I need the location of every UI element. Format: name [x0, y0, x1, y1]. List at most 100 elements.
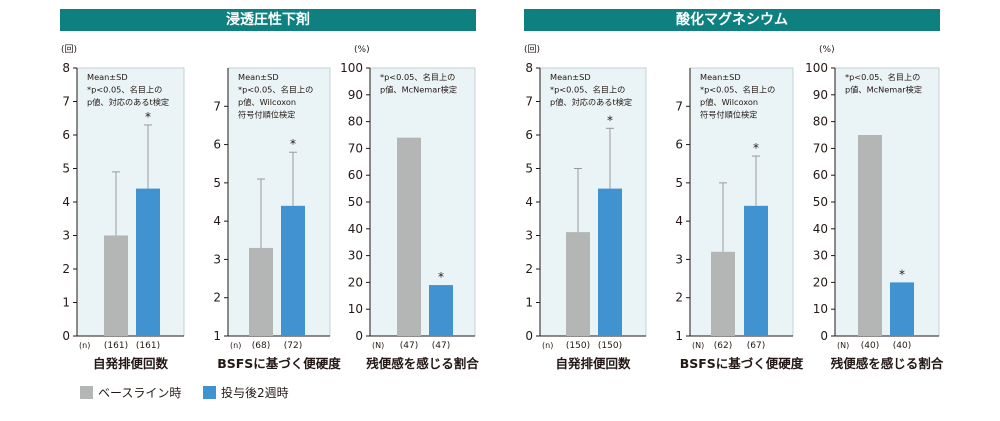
- y-tick-label: 4: [62, 195, 70, 209]
- y-tick-label: 3: [213, 252, 221, 266]
- chart-note: p値、Wilcoxon: [238, 97, 296, 107]
- y-tick-label: 5: [525, 162, 533, 176]
- bar: [890, 282, 914, 336]
- y-tick-label: 40: [348, 222, 363, 236]
- plot-area: [227, 67, 331, 337]
- n-prefix: (N): [837, 341, 849, 350]
- y-tick-label: 80: [348, 115, 363, 129]
- chart-note: *p<0.05、名目上の: [238, 85, 313, 95]
- chart-note: Mean±SD: [238, 72, 279, 82]
- y-tick-label: 5: [213, 176, 221, 190]
- bar: [104, 235, 128, 336]
- bar: [429, 285, 453, 336]
- bar: [711, 251, 735, 336]
- y-axis-unit: (回): [524, 44, 540, 55]
- chart-note: p値、McNemar検定: [845, 85, 922, 95]
- legend-week2: 投与後2週時: [203, 384, 289, 401]
- bar: [397, 137, 421, 336]
- y-tick-label: 6: [62, 128, 70, 142]
- y-tick-label: 90: [348, 88, 363, 102]
- y-tick-label: 1: [213, 329, 221, 343]
- y-tick-label: 1: [525, 296, 533, 310]
- legend-label-baseline: ベースライン時: [98, 386, 182, 400]
- y-tick-label: 7: [675, 99, 683, 113]
- y-tick-label: 0: [525, 329, 533, 343]
- bar: [136, 188, 160, 336]
- n-prefix: (n): [230, 341, 241, 350]
- y-tick-label: 0: [62, 329, 70, 343]
- chart-note: *p<0.05、名目上の: [380, 72, 455, 82]
- chart-note: Mean±SD: [87, 72, 128, 82]
- chart-note: p値、対応のあるt検定: [87, 97, 169, 107]
- x-axis-label: 残便感を感じる割合: [366, 356, 479, 371]
- group-header-osmotic-laxatives: 浸透圧性下剤: [60, 9, 476, 31]
- n-prefix: (n): [79, 341, 90, 350]
- y-tick-label: 2: [62, 262, 70, 276]
- y-tick-label: 20: [813, 275, 828, 289]
- y-tick-label: 50: [348, 195, 363, 209]
- chart-note: p値、McNemar検定: [380, 85, 457, 95]
- y-tick-label: 4: [525, 195, 533, 209]
- x-axis-label: BSFSに基づく便硬度: [217, 356, 341, 371]
- x-axis-label: BSFSに基づく便硬度: [680, 356, 804, 371]
- bar: [598, 188, 622, 336]
- plot-area: [539, 67, 647, 337]
- chart-note: p値、Wilcoxon: [700, 97, 758, 107]
- significance-marker: *: [145, 110, 151, 124]
- y-axis-unit: (回): [61, 44, 77, 55]
- chart-note: *p<0.05、名目上の: [845, 72, 920, 82]
- chart-note: Mean±SD: [550, 72, 591, 82]
- significance-marker: *: [607, 113, 613, 127]
- y-tick-label: 6: [675, 138, 683, 152]
- significance-marker: *: [899, 267, 905, 281]
- y-tick-label: 4: [675, 214, 683, 228]
- bar: [281, 205, 305, 336]
- n-prefix: (n): [542, 341, 553, 350]
- y-tick-label: 30: [348, 249, 363, 263]
- plot-area: [834, 67, 940, 337]
- group-header-magnesium-oxide: 酸化マグネシウム: [524, 9, 940, 31]
- plot-area: [369, 67, 476, 337]
- y-tick-label: 10: [813, 302, 828, 316]
- y-tick-label: 0: [820, 329, 828, 343]
- y-tick-label: 60: [348, 168, 363, 182]
- n-label: (68): [252, 341, 270, 351]
- y-tick-label: 2: [213, 291, 221, 305]
- y-tick-label: 30: [813, 249, 828, 263]
- n-label: (161): [104, 341, 128, 351]
- n-label: (40): [861, 341, 879, 351]
- y-tick-label: 7: [213, 99, 221, 113]
- chart-note: 符号付順位検定: [700, 110, 757, 120]
- bar: [566, 232, 590, 336]
- n-prefix: (N): [692, 341, 704, 350]
- chart-note: *p<0.05、名目上の: [550, 85, 625, 95]
- bar: [744, 205, 768, 336]
- y-tick-label: 3: [62, 229, 70, 243]
- y-tick-label: 6: [213, 138, 221, 152]
- y-tick-label: 7: [62, 95, 70, 109]
- y-tick-label: 8: [62, 61, 70, 75]
- y-axis-unit: (%): [819, 45, 835, 55]
- x-axis-label: 自発排便回数: [93, 356, 169, 371]
- y-tick-label: 4: [213, 214, 221, 228]
- chart-note: Mean±SD: [700, 72, 741, 82]
- legend-swatch-week2: [203, 386, 216, 399]
- y-tick-label: 5: [62, 162, 70, 176]
- y-tick-label: 1: [62, 296, 70, 310]
- y-tick-label: 20: [348, 275, 363, 289]
- n-label: (161): [136, 341, 160, 351]
- y-tick-label: 7: [525, 95, 533, 109]
- x-axis-label: 残便感を感じる割合: [831, 356, 944, 371]
- chart-note: *p<0.05、名目上の: [87, 85, 162, 95]
- n-label: (47): [432, 341, 450, 351]
- n-label: (150): [566, 341, 590, 351]
- y-tick-label: 90: [813, 88, 828, 102]
- n-label: (47): [400, 341, 418, 351]
- y-tick-label: 10: [348, 302, 363, 316]
- n-label: (72): [284, 341, 302, 351]
- legend-swatch-baseline: [80, 386, 93, 399]
- plot-area: [76, 67, 185, 337]
- n-label: (150): [598, 341, 622, 351]
- y-tick-label: 6: [525, 128, 533, 142]
